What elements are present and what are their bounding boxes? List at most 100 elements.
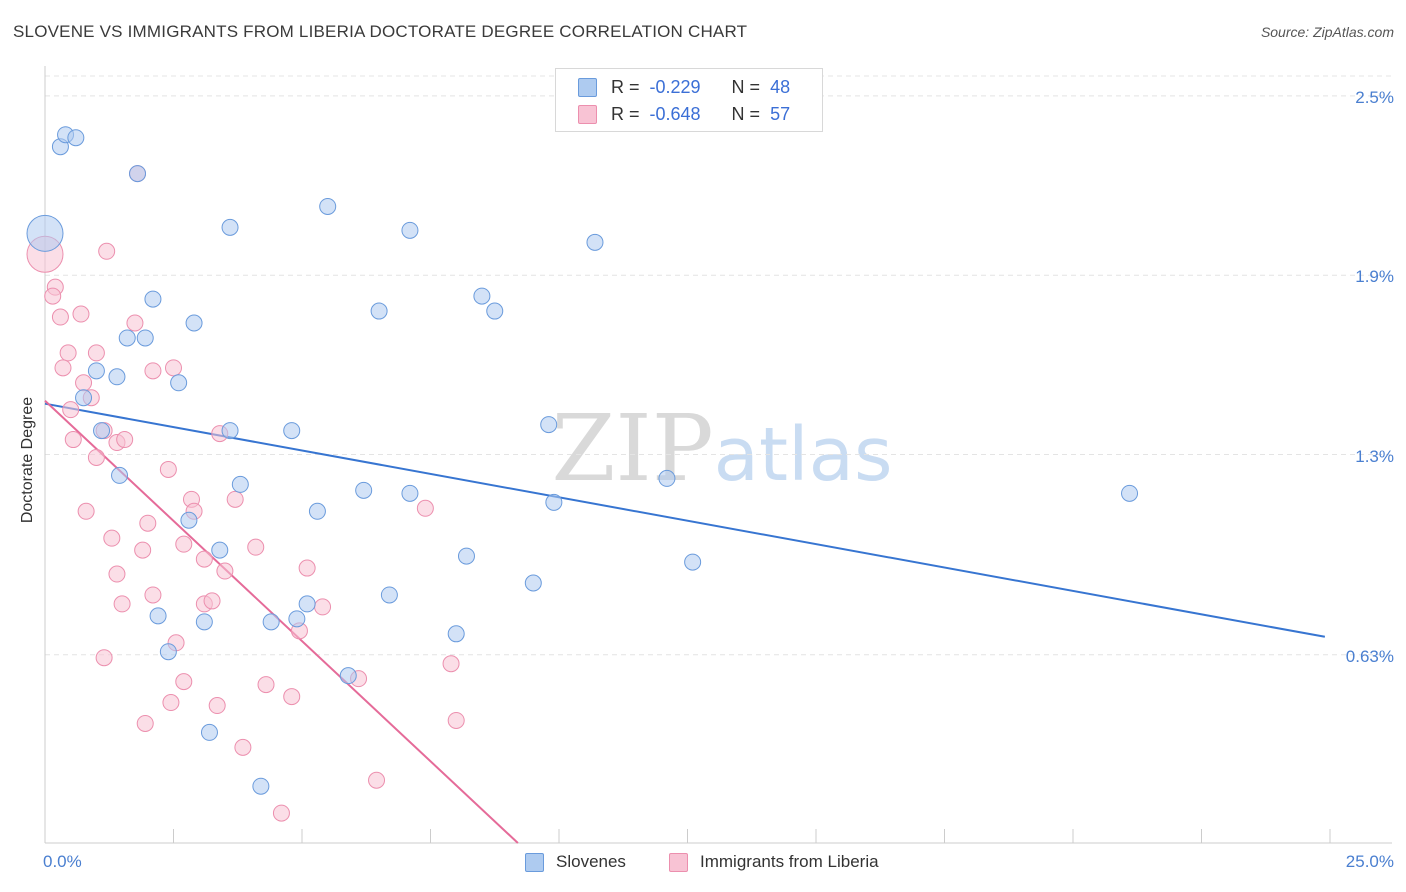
data-point [216,562,234,580]
data-point [339,667,357,685]
grid-lines [45,75,1392,656]
data-point [658,469,676,487]
data-point [144,290,162,308]
chart-title: SLOVENE VS IMMIGRANTS FROM LIBERIA DOCTO… [13,22,748,41]
data-point [118,329,136,347]
data-point [257,676,275,694]
data-point [185,314,203,332]
data-point [486,302,504,320]
data-point [540,416,558,434]
data-point [545,493,563,511]
x-tick-min: 0.0% [43,852,82,871]
data-point [116,431,134,449]
data-point [211,541,229,559]
data-point [203,592,221,610]
data-point [165,359,182,377]
legend-swatch-pink [578,104,597,124]
data-point [457,547,475,565]
data-point [136,329,154,347]
data-point [95,649,113,667]
data-point [72,305,90,323]
data-point [473,287,491,305]
data-point [447,711,465,729]
data-point [272,804,290,822]
y-tick-label: 2.5% [1355,87,1394,107]
source-credit: Source: ZipAtlas.com [1260,24,1394,40]
data-point [442,655,460,673]
correlation-legend: R = -0.229 N = 48 R = -0.648 N = 57 [555,68,823,132]
y-tick-label: 1.9% [1355,267,1394,287]
bottom-legend-slovenes: Slovenes [525,852,626,872]
data-point [111,466,129,484]
data-point [416,499,434,517]
legend-r-label: R = [611,103,640,124]
data-point [64,431,82,449]
legend-swatch-blue [525,852,544,872]
data-point [401,221,419,239]
data-point [288,610,306,628]
data-point [129,165,147,183]
data-point [231,475,249,493]
legend-r-value: -0.229 [649,76,701,97]
legend-row-slovenes: R = -0.229 N = 48 [578,76,790,98]
x-tick-max: 25.0% [1345,852,1394,871]
y-tick-label: 0.63% [1345,646,1394,666]
data-point [252,777,270,795]
legend-swatch-pink [669,852,688,872]
data-point [103,529,121,547]
data-point [136,714,154,732]
trend-line-slovenes [44,402,1326,638]
legend-n-label: N = [731,76,761,97]
y-tick-label: 1.3% [1355,446,1394,466]
legend-row-liberia: R = -0.648 N = 57 [578,103,790,125]
data-point [26,214,64,252]
data-point [262,613,280,631]
data-point [108,368,126,386]
data-point [87,448,105,466]
data-point [308,502,326,520]
data-point [67,129,85,147]
legend-label-slovenes: Slovenes [556,852,626,871]
data-point [524,574,542,592]
trend-line-liberia [44,399,519,844]
data-point [75,374,93,392]
data-point [162,694,180,712]
data-point [51,308,69,326]
data-point [226,490,244,508]
data-point [144,362,162,380]
data-point [175,535,193,553]
data-point [44,287,62,305]
watermark: ZIPatlas [552,395,893,502]
data-point [208,697,226,715]
data-point [180,511,198,529]
data-point [175,673,193,691]
series-slovenes-points [26,126,1139,795]
data-point [298,559,316,577]
data-point [62,401,80,419]
data-point [59,344,77,362]
data-point [159,643,177,661]
legend-r-value: -0.648 [649,103,701,124]
data-point [319,197,337,215]
data-point [200,723,218,741]
data-point [93,422,111,440]
data-point [170,374,188,392]
data-point [1121,484,1139,502]
data-point [54,359,72,377]
data-point [144,586,162,604]
legend-swatch-blue [578,77,597,97]
data-point [370,302,388,320]
data-point [380,586,398,604]
data-point [283,688,301,706]
data-point [75,389,93,407]
data-point [87,362,105,380]
data-point [139,514,157,532]
data-point [247,538,265,556]
data-point [77,502,95,520]
legend-n-label: N = [731,103,761,124]
legend-r-label: R = [611,76,640,97]
data-point [108,565,126,583]
data-point [134,541,152,559]
bottom-legend-liberia: Immigrants from Liberia [669,852,879,872]
